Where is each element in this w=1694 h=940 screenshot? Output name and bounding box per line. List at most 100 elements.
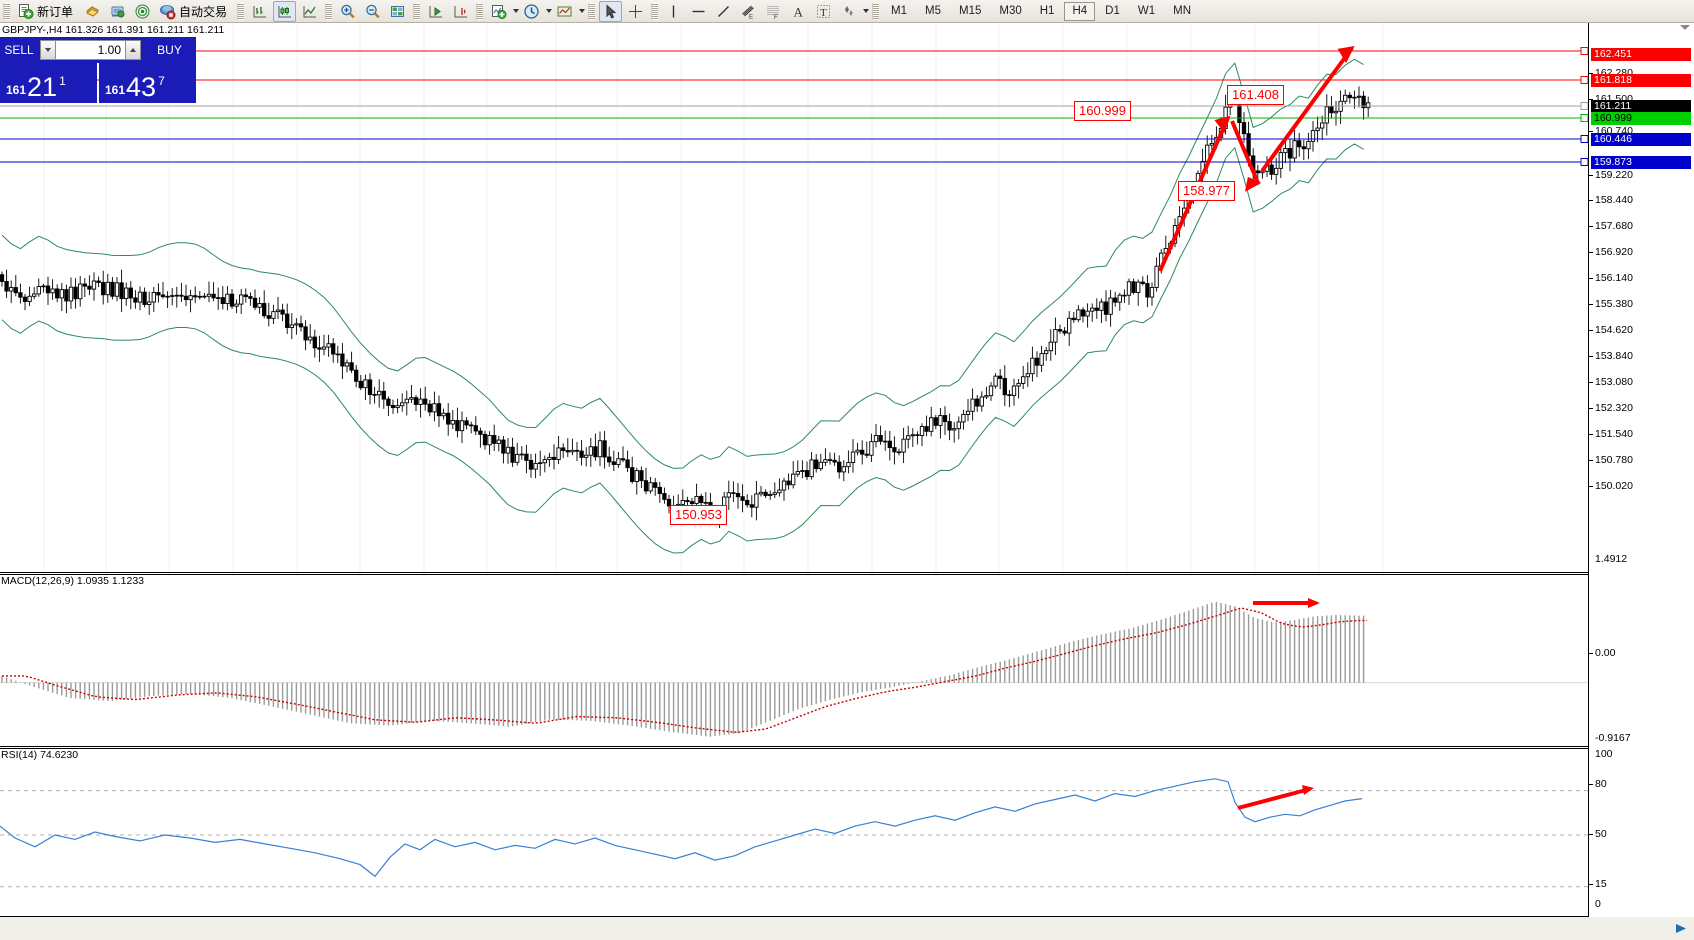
badge-resistance-top[interactable]: 162.451 xyxy=(1591,48,1691,61)
toolbar-grip-4[interactable] xyxy=(413,2,421,20)
sell-button[interactable]: SELL xyxy=(0,37,38,63)
price-tick-mark xyxy=(1589,408,1593,409)
volume-increase-button[interactable] xyxy=(125,40,141,60)
data-window-button[interactable] xyxy=(106,1,129,22)
toolbar-grip-3[interactable] xyxy=(325,2,333,20)
price-tick-mark xyxy=(1589,304,1593,305)
bar-chart-button[interactable] xyxy=(248,1,271,22)
sell-price-prefix: 161 xyxy=(6,83,27,97)
shapes-button[interactable] xyxy=(837,1,860,22)
badge-target[interactable]: 160.999 xyxy=(1591,112,1691,125)
toolbar-grip[interactable] xyxy=(3,2,10,20)
periods-button[interactable] xyxy=(520,1,543,22)
chart-shift-button[interactable] xyxy=(449,1,472,22)
cursor-button[interactable] xyxy=(599,0,623,22)
new-order-button[interactable]: 新订单 xyxy=(14,1,79,22)
price-tick-label: 157.680 xyxy=(1595,220,1633,232)
text-label-button[interactable]: T xyxy=(812,1,835,22)
fibonacci-button[interactable]: F xyxy=(762,1,785,22)
price-tick-label: 158.440 xyxy=(1595,194,1633,206)
label-150953[interactable]: 150.953 xyxy=(670,505,727,525)
chart-canvas-area[interactable]: GBPJPY-,H4 161.326 161.391 161.211 161.2… xyxy=(0,23,1694,940)
price-tick-label: 153.080 xyxy=(1595,376,1633,388)
volume-input[interactable]: 1.00 xyxy=(56,40,125,60)
toolbar-grip-2[interactable] xyxy=(237,2,245,20)
timeframe-mn[interactable]: MN xyxy=(1173,5,1191,17)
price-tick-label: 151.540 xyxy=(1595,428,1633,440)
timeframe-d1[interactable]: D1 xyxy=(1105,5,1120,17)
text-button[interactable]: A xyxy=(787,1,810,22)
bollinger-lower xyxy=(1,143,1364,554)
timeframe-h4[interactable]: H4 xyxy=(1064,1,1096,21)
price-scale[interactable]: 162.280 161.500 160.740 159.220 158.440 157.6… xyxy=(1588,23,1694,918)
badge-support-2[interactable]: 159.873 xyxy=(1591,156,1691,169)
toolbar-grip-8[interactable] xyxy=(872,2,880,20)
timeframe-h1[interactable]: H1 xyxy=(1039,5,1055,17)
rsi-tick-mark xyxy=(1589,834,1593,835)
price-tick-label: 150.780 xyxy=(1595,454,1633,466)
label-160999[interactable]: 160.999 xyxy=(1074,101,1131,121)
price-tick-label: 156.140 xyxy=(1595,272,1633,284)
horizontal-line-button[interactable] xyxy=(687,1,710,22)
sell-price-box[interactable]: 161 21 1 xyxy=(0,63,97,103)
price-tick-mark xyxy=(1589,175,1593,176)
indicators-dropdown-caret[interactable] xyxy=(513,9,520,13)
bollinger-upper xyxy=(1,58,1364,469)
templates-button[interactable] xyxy=(553,1,576,22)
macd-pane[interactable]: MACD(12,26,9) 1.0935 1.1233 xyxy=(0,574,1588,751)
volume-control: 1.00 xyxy=(38,37,143,63)
badge-resistance-2[interactable]: 161.818 xyxy=(1591,74,1691,87)
signals-button[interactable] xyxy=(131,1,154,22)
buy-price-box[interactable]: 161 43 7 xyxy=(99,63,196,103)
periods-dropdown-caret[interactable] xyxy=(546,9,553,13)
label-158977[interactable]: 158.977 xyxy=(1178,181,1235,201)
macd-signal-line xyxy=(2,607,1368,734)
vertical-line-button[interactable] xyxy=(662,1,685,22)
price-tick-mark xyxy=(1589,460,1593,461)
price-projection-arrows xyxy=(1158,46,1355,272)
one-click-trading-panel[interactable]: SELL 1.00 BUY 161 21 1 161 43 7 xyxy=(0,37,196,113)
timeframe-m5[interactable]: M5 xyxy=(925,5,941,17)
chart-tile-button[interactable] xyxy=(386,1,409,22)
toolbar-grip-7[interactable] xyxy=(651,2,659,20)
price-pane[interactable] xyxy=(0,23,1589,577)
svg-text:T: T xyxy=(820,7,827,19)
badge-last-price[interactable]: 161.211 xyxy=(1591,100,1691,113)
svg-text:A: A xyxy=(794,4,804,19)
scroll-right-icon[interactable] xyxy=(1674,923,1688,934)
zoom-out-button[interactable] xyxy=(361,1,384,22)
trendline-button[interactable] xyxy=(712,1,735,22)
crosshair-button[interactable] xyxy=(624,1,647,22)
rsi-tick-label: 80 xyxy=(1595,778,1607,790)
toolbar-grip-6[interactable] xyxy=(588,2,596,20)
timeframe-m15[interactable]: M15 xyxy=(959,5,982,17)
indicators-button[interactable] xyxy=(487,1,510,22)
shapes-dropdown-caret[interactable] xyxy=(863,9,870,13)
zoom-in-button[interactable] xyxy=(336,1,359,22)
badge-support-1[interactable]: 160.446 xyxy=(1591,133,1691,146)
timeframe-m1[interactable]: M1 xyxy=(891,5,908,17)
horizontal-scrollbar[interactable] xyxy=(0,917,1694,940)
templates-dropdown-caret[interactable] xyxy=(579,9,586,13)
candlestick-chart-button[interactable] xyxy=(273,0,297,22)
rsi-tick-label: 50 xyxy=(1595,828,1607,840)
autotrading-button[interactable]: 自动交易 xyxy=(156,1,233,22)
timeframe-m30[interactable]: M30 xyxy=(999,5,1022,17)
label-161408[interactable]: 161.408 xyxy=(1227,85,1284,105)
price-tick-mark xyxy=(1589,330,1593,331)
expert-advisors-button[interactable] xyxy=(81,1,104,22)
auto-scroll-button[interactable] xyxy=(424,1,447,22)
price-tick-label: 159.220 xyxy=(1595,169,1633,181)
toolbar-grip-5[interactable] xyxy=(476,2,484,20)
buy-button[interactable]: BUY xyxy=(143,37,196,63)
equidistant-channel-button[interactable]: E xyxy=(737,1,760,22)
line-chart-button[interactable] xyxy=(298,1,321,22)
volume-decrease-button[interactable] xyxy=(40,40,56,60)
oct-controls-row: SELL 1.00 BUY xyxy=(0,37,196,63)
rsi-header: RSI(14) 74.6230 xyxy=(1,749,79,761)
price-tick-label: 155.380 xyxy=(1595,298,1633,310)
rsi-pane[interactable]: RSI(14) 74.6230 xyxy=(0,749,1588,918)
chart-collapse-arrow[interactable] xyxy=(1680,25,1690,30)
price-tick-mark xyxy=(1589,99,1593,100)
timeframe-w1[interactable]: W1 xyxy=(1137,5,1156,17)
